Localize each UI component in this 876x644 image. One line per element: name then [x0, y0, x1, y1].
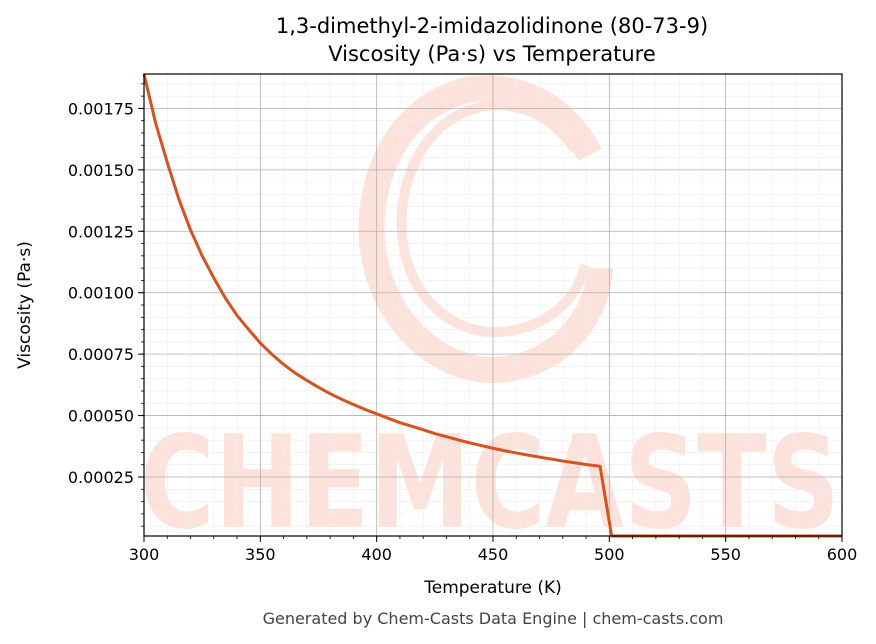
- x-axis: 300 350 400 450 500 550 600: [129, 536, 858, 564]
- chart-title-line1: 1,3-dimethyl-2-imidazolidinone (80-73-9): [276, 14, 708, 38]
- y-axis: 0.00025 0.00050 0.00075 0.00100 0.00125 0.001…: [68, 83, 144, 527]
- x-tick-label: 400: [361, 545, 392, 564]
- x-tick-label: 500: [594, 545, 625, 564]
- y-axis-label: Viscosity (Pa·s): [15, 241, 35, 369]
- watermark-logo: [358, 75, 613, 384]
- y-tick-label: 0.00050: [68, 407, 134, 426]
- y-tick-label: 0.00175: [68, 99, 134, 118]
- x-tick-label: 600: [827, 545, 858, 564]
- x-tick-label: 350: [245, 545, 276, 564]
- y-tick-label: 0.00075: [68, 345, 134, 364]
- y-tick-label: 0.00125: [68, 222, 134, 241]
- x-tick-label: 450: [478, 545, 509, 564]
- watermark: CHEMCASTS: [140, 75, 840, 558]
- x-axis-label: Temperature (K): [423, 578, 562, 598]
- x-tick-label: 300: [129, 545, 160, 564]
- y-tick-label: 0.00100: [68, 284, 134, 303]
- y-tick-label: 0.00025: [68, 468, 134, 487]
- chart-title-line2: Viscosity (Pa·s) vs Temperature: [328, 42, 656, 66]
- x-tick-label: 550: [710, 545, 741, 564]
- footer-credit: Generated by Chem-Casts Data Engine | ch…: [263, 609, 724, 628]
- watermark-text: CHEMCASTS: [140, 409, 840, 558]
- y-tick-label: 0.00150: [68, 161, 134, 180]
